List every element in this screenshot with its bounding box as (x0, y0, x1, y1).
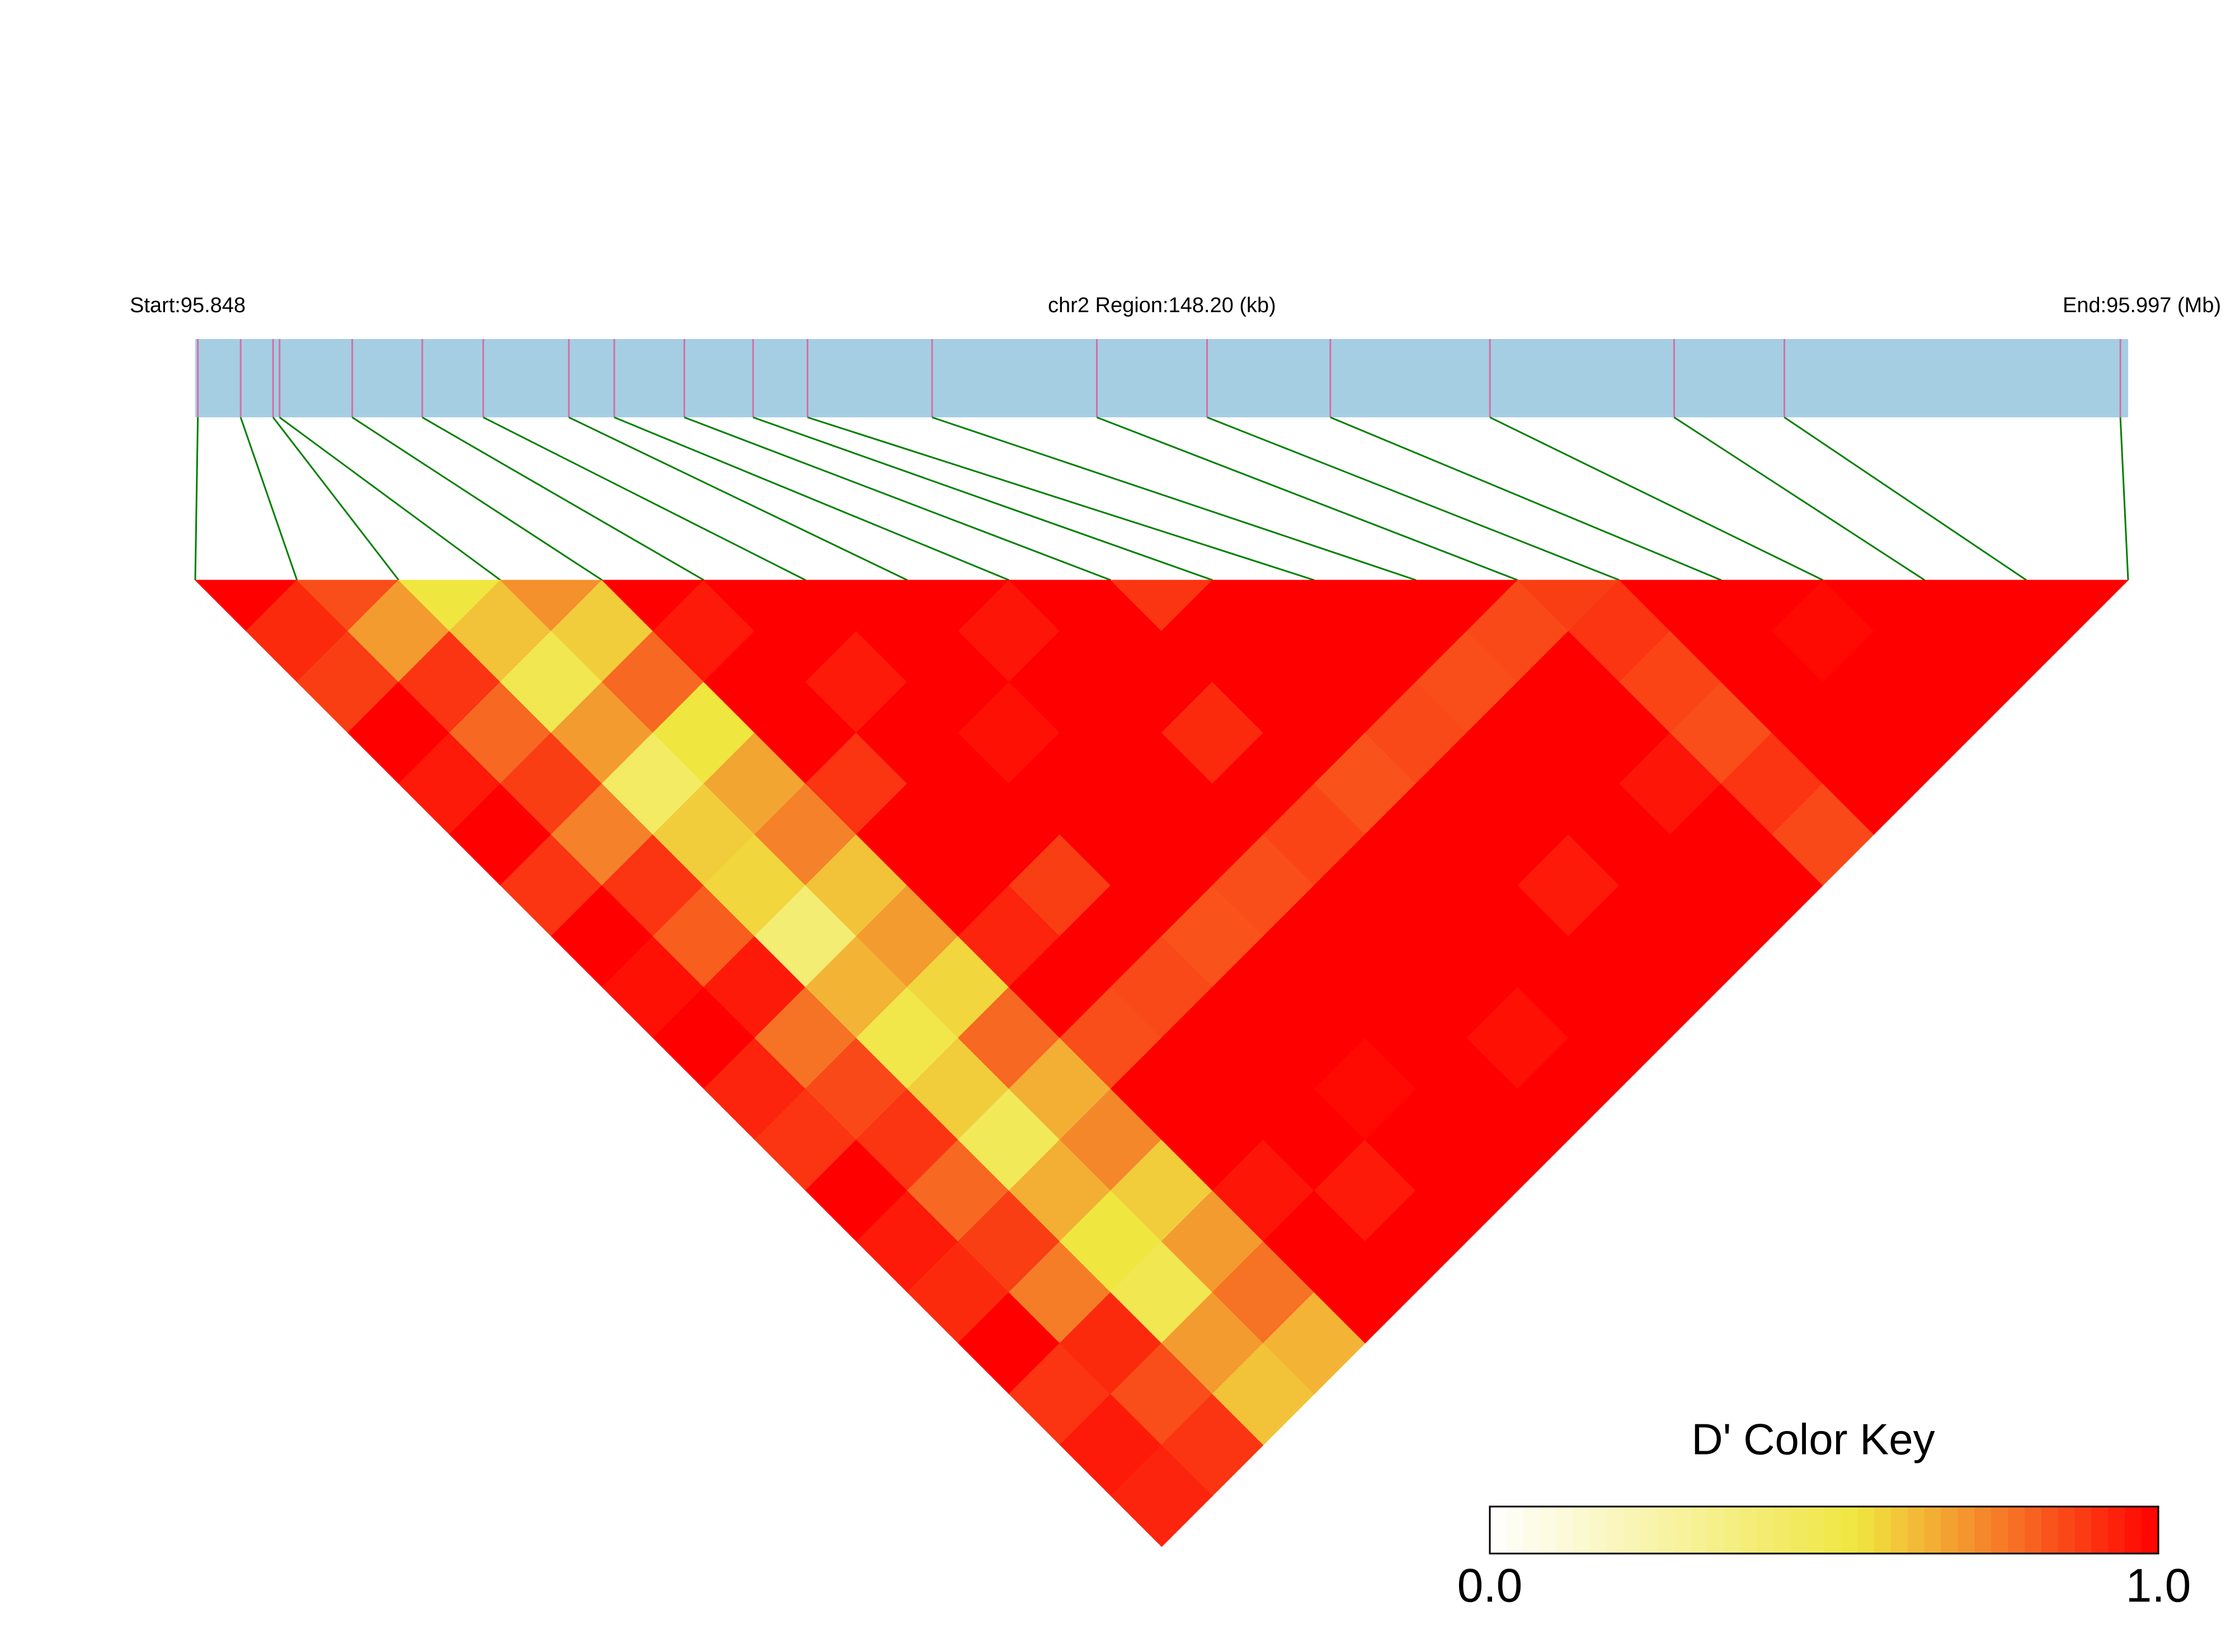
color-key-step (1490, 1507, 1507, 1554)
snp-link (194, 417, 199, 581)
color-key-step (1907, 1507, 1925, 1554)
color-key-step (2041, 1507, 2059, 1554)
snp-link (2119, 417, 2129, 581)
snp-link (1489, 416, 1824, 581)
snp-link (239, 417, 298, 581)
color-key-step (2008, 1507, 2025, 1554)
color-key-step (1857, 1507, 1875, 1554)
color-key-step (2125, 1507, 2143, 1554)
color-key-step (1590, 1507, 1608, 1554)
color-key-step (1640, 1507, 1658, 1554)
end-label: End:95.997 (Mb) (2063, 294, 2221, 317)
color-key-step (2108, 1507, 2126, 1554)
color-key-step (1757, 1507, 1775, 1554)
snp-link (1207, 416, 1620, 581)
snp-link (1097, 416, 1518, 581)
color-key-step (1607, 1507, 1624, 1554)
color-key-step (1506, 1507, 1524, 1554)
color-key-label: 0.0 (1457, 1559, 1523, 1612)
color-key-step (1790, 1507, 1808, 1554)
snp-link (483, 416, 806, 581)
color-key-step (1807, 1507, 1825, 1554)
snp-link (1330, 416, 1722, 581)
snp-link (279, 416, 501, 581)
ld-cell (2025, 580, 2129, 632)
color-key-step (1991, 1507, 2009, 1554)
color-key-step (1573, 1507, 1591, 1554)
color-key-step (1891, 1507, 1908, 1554)
color-key-step (1540, 1507, 1558, 1554)
snp-link (614, 416, 1010, 581)
color-key-step (1624, 1507, 1641, 1554)
color-key-step (2142, 1507, 2159, 1554)
start-label: Start:95.848 (130, 294, 246, 317)
gene-bar (195, 339, 2128, 417)
color-key-step (1707, 1507, 1725, 1554)
color-key-step (1773, 1507, 1791, 1554)
color-key-step (1874, 1507, 1891, 1554)
color-key-step (1724, 1507, 1742, 1554)
snp-link (272, 417, 399, 581)
snp-link (752, 416, 1213, 581)
color-key-step (1824, 1507, 1842, 1554)
color-key-step (1657, 1507, 1674, 1554)
color-key-step (1556, 1507, 1574, 1554)
snp-link (807, 416, 1315, 581)
color-key-step (1740, 1507, 1758, 1554)
color-key-step (1958, 1507, 1975, 1554)
color-key-step (1673, 1507, 1691, 1554)
snp-link (351, 416, 603, 581)
color-key-frame (1489, 1505, 2159, 1555)
color-key-step (2025, 1507, 2042, 1554)
color-key-step (1974, 1507, 1992, 1554)
snp-link (931, 416, 1417, 581)
color-key-step (1523, 1507, 1541, 1554)
color-key-step (1941, 1507, 1959, 1554)
snp-link (1673, 416, 1926, 581)
snp-link (422, 416, 704, 581)
color-key-step (2074, 1507, 2092, 1554)
snp-link (568, 416, 908, 581)
color-key-step (1690, 1507, 1708, 1554)
color-key-step (1924, 1507, 1942, 1554)
color-key-step (1841, 1507, 1858, 1554)
color-key-step (2091, 1507, 2109, 1554)
color-key-step (2058, 1507, 2076, 1554)
snp-link (1784, 416, 2027, 581)
color-key-label: 1.0 (2126, 1559, 2191, 1612)
snp-link (684, 416, 1112, 581)
color-key-title: D' Color Key (1691, 1415, 1935, 1464)
region-label: chr2 Region:148.20 (kb) (1048, 294, 1276, 317)
